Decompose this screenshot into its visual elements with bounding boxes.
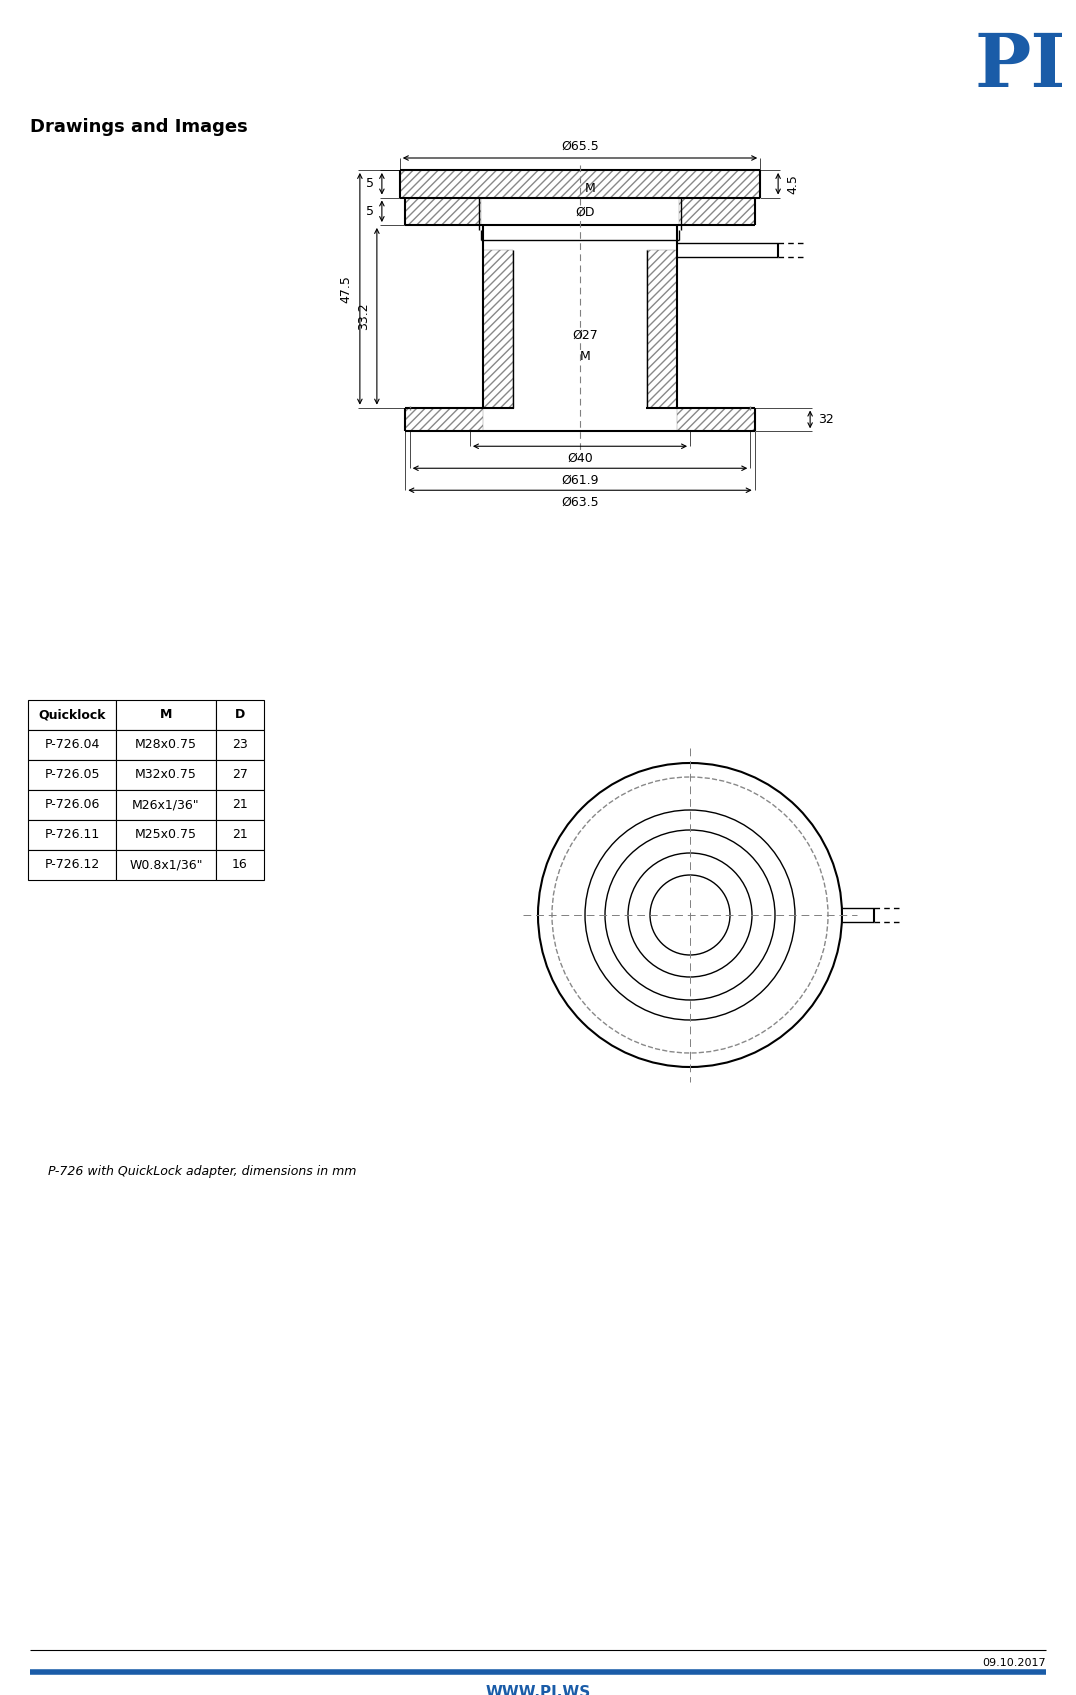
Bar — [679, 198, 754, 225]
Bar — [216, 790, 264, 820]
Bar — [677, 407, 754, 431]
Text: Ø61.9: Ø61.9 — [562, 473, 598, 486]
Bar — [647, 249, 677, 407]
Bar — [216, 849, 264, 880]
Text: 21: 21 — [232, 798, 247, 812]
Text: Ø65.5: Ø65.5 — [561, 141, 599, 153]
Text: WWW.PI.WS: WWW.PI.WS — [485, 1685, 591, 1695]
Text: ØD: ØD — [576, 207, 595, 219]
Bar — [28, 731, 116, 759]
Bar — [216, 759, 264, 790]
Text: 23: 23 — [232, 739, 247, 751]
Text: 27: 27 — [232, 768, 247, 781]
Bar — [116, 790, 216, 820]
Text: Quicklock: Quicklock — [39, 709, 105, 722]
Text: M25x0.75: M25x0.75 — [134, 829, 197, 841]
Bar — [116, 759, 216, 790]
Text: 47.5: 47.5 — [340, 275, 353, 303]
Text: 16: 16 — [232, 858, 247, 871]
Text: D: D — [235, 709, 245, 722]
Bar — [216, 820, 264, 849]
Text: P-726.04: P-726.04 — [44, 739, 100, 751]
Bar — [116, 820, 216, 849]
Bar — [216, 731, 264, 759]
Text: Ø40: Ø40 — [567, 451, 593, 464]
Text: 21: 21 — [232, 829, 247, 841]
Text: 5: 5 — [366, 178, 373, 190]
Text: M26x1/36": M26x1/36" — [132, 798, 200, 812]
Text: M28x0.75: M28x0.75 — [134, 739, 197, 751]
Bar — [28, 820, 116, 849]
Bar — [28, 790, 116, 820]
Text: P-726.11: P-726.11 — [44, 829, 100, 841]
Bar — [406, 407, 483, 431]
Bar — [116, 849, 216, 880]
Bar — [116, 700, 216, 731]
Bar — [116, 731, 216, 759]
Text: Ø63.5: Ø63.5 — [562, 495, 599, 508]
Bar — [28, 759, 116, 790]
Text: W0.8x1/36": W0.8x1/36" — [129, 858, 202, 871]
Text: M32x0.75: M32x0.75 — [136, 768, 197, 781]
Text: 09.10.2017: 09.10.2017 — [982, 1658, 1046, 1668]
Text: P-726.06: P-726.06 — [44, 798, 100, 812]
Text: M: M — [584, 183, 595, 195]
Bar — [216, 700, 264, 731]
Bar — [406, 198, 481, 225]
Text: 32: 32 — [818, 414, 834, 425]
Text: Drawings and Images: Drawings and Images — [30, 119, 247, 136]
Text: 5: 5 — [366, 205, 373, 217]
Text: 4.5: 4.5 — [787, 175, 799, 193]
Bar — [400, 170, 760, 198]
Bar — [28, 700, 116, 731]
Text: PI: PI — [974, 31, 1065, 103]
Text: P-726 with QuickLock adapter, dimensions in mm: P-726 with QuickLock adapter, dimensions… — [48, 1164, 356, 1178]
Bar — [483, 249, 513, 407]
Text: Ø27: Ø27 — [572, 329, 598, 341]
Text: P-726.12: P-726.12 — [44, 858, 100, 871]
Text: M: M — [160, 709, 172, 722]
Bar — [28, 849, 116, 880]
Text: M: M — [580, 351, 591, 363]
Text: 33.2: 33.2 — [357, 302, 370, 331]
Text: P-726.05: P-726.05 — [44, 768, 100, 781]
